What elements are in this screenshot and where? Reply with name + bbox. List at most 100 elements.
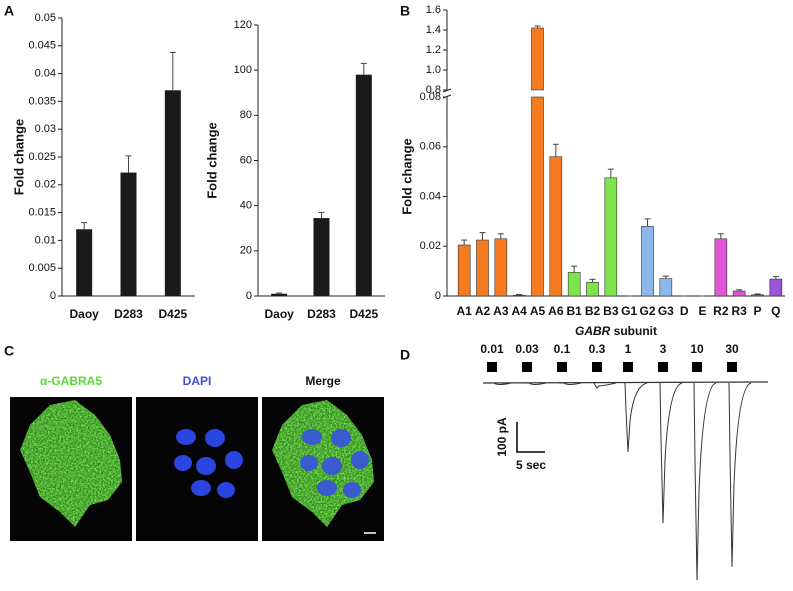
y-tick-label: 20 [240,245,252,257]
x-tick-label: A3 [493,304,509,318]
y-tick-label: 0 [50,290,56,302]
bar [586,282,599,297]
concentration-label: 0.3 [589,342,606,356]
y-tick-label: 100 [234,64,252,76]
current-response [659,382,683,524]
y-tick-label: 80 [240,109,252,121]
x-tick-label: A4 [511,304,527,318]
bar [567,272,581,297]
x-tick-label: D283 [307,307,336,321]
x-tick-label: B3 [603,304,619,318]
bar [659,278,673,297]
nucleus [225,451,243,469]
x-tick-label: D [680,304,689,318]
nucleus [343,482,361,498]
x-tick-label: Daoy [69,307,99,321]
y-tick-label: 0.04 [420,190,441,202]
nucleus [322,457,342,475]
current-response [489,382,512,385]
y-tick-label: 0 [246,290,252,302]
bar [355,74,372,296]
trace-baseline [482,381,769,384]
bar [512,294,526,297]
nucleus [176,429,196,445]
y-tick-label: 40 [240,200,252,212]
x-tick-label: G2 [639,304,655,318]
y-tick-label: 1.2 [426,44,441,56]
y-tick-label: 0.02 [420,240,441,252]
bar [120,172,137,296]
application-marker [692,362,702,372]
panel-label: D [400,347,410,363]
x-tick-label: Daoy [264,307,294,321]
bar [313,218,330,296]
y-axis-label: Fold change [399,138,414,215]
x-tick-label: D425 [158,307,187,321]
concentration-label: 0.1 [554,342,571,356]
panel-label: A [4,3,14,19]
application-marker [487,362,497,372]
y-tick-label: 0.045 [28,40,56,52]
bar-upper [531,27,544,91]
cell-texture [20,400,122,527]
y-tick-label: 0 [435,290,441,302]
y-tick-label: 1.6 [426,4,441,16]
y-tick-label: 0.8 [426,84,441,96]
x-axis-label-text: subunit [614,324,657,338]
bar [549,156,563,297]
nucleus [196,457,216,475]
bar [732,290,746,297]
concentration-label: 1 [625,342,632,356]
x-tick-label: A6 [548,304,564,318]
y-tick-label: 0.05 [35,12,56,24]
x-tick-label: G1 [621,304,637,318]
x-tick-label: D283 [114,307,143,321]
concentration-label: 30 [725,342,739,356]
x-tick-label: E [698,304,706,318]
application-marker [592,362,602,372]
current-response [693,382,717,581]
y-axis-label: Fold change [204,122,219,199]
scale-bar [516,422,545,453]
current-response [559,382,582,385]
nuclei [174,429,369,498]
bar [751,294,764,297]
nucleus [317,480,337,496]
y-tick-label: 0.04 [35,68,56,80]
x-tick-label: B1 [566,304,582,318]
y-tick-label: 1.0 [426,64,441,76]
image-title: DAPI [183,374,212,388]
y-tick-label: 0.02 [35,179,56,191]
nucleus [351,451,369,469]
bar [164,90,181,296]
y-tick-label: 0.025 [28,151,56,163]
application-marker [623,362,633,372]
concentration-label: 10 [690,342,704,356]
concentration-label: 0.03 [515,342,539,356]
nucleus [331,429,351,447]
current-response [624,382,648,453]
x-tick-label: Q [771,304,780,318]
nucleus [300,455,318,471]
x-tick-label: G3 [658,304,674,318]
application-marker [522,362,532,372]
image-title: α-GABRA5 [40,374,102,388]
current-response [728,382,752,567]
panel-c: C α-GABRA5 DAPI Merge [4,343,384,541]
bar [76,229,93,296]
y-tick-label: 0.03 [35,123,56,135]
application-marker [557,362,567,372]
bar [714,238,728,297]
concentration-label: 3 [660,342,667,356]
bar [271,293,288,296]
nucleus [174,455,192,471]
concentration-label: 0.01 [480,342,504,356]
x-tick-label: A5 [530,304,546,318]
x-tick-label: A2 [475,304,491,318]
panel-label: C [4,343,14,359]
y-tick-label: 0.08 [420,91,441,103]
x-tick-label: A1 [456,304,472,318]
x-axis-label: GABR subunit [575,324,657,338]
current-response [593,382,617,389]
scale-label-current: 100 pA [495,417,509,457]
